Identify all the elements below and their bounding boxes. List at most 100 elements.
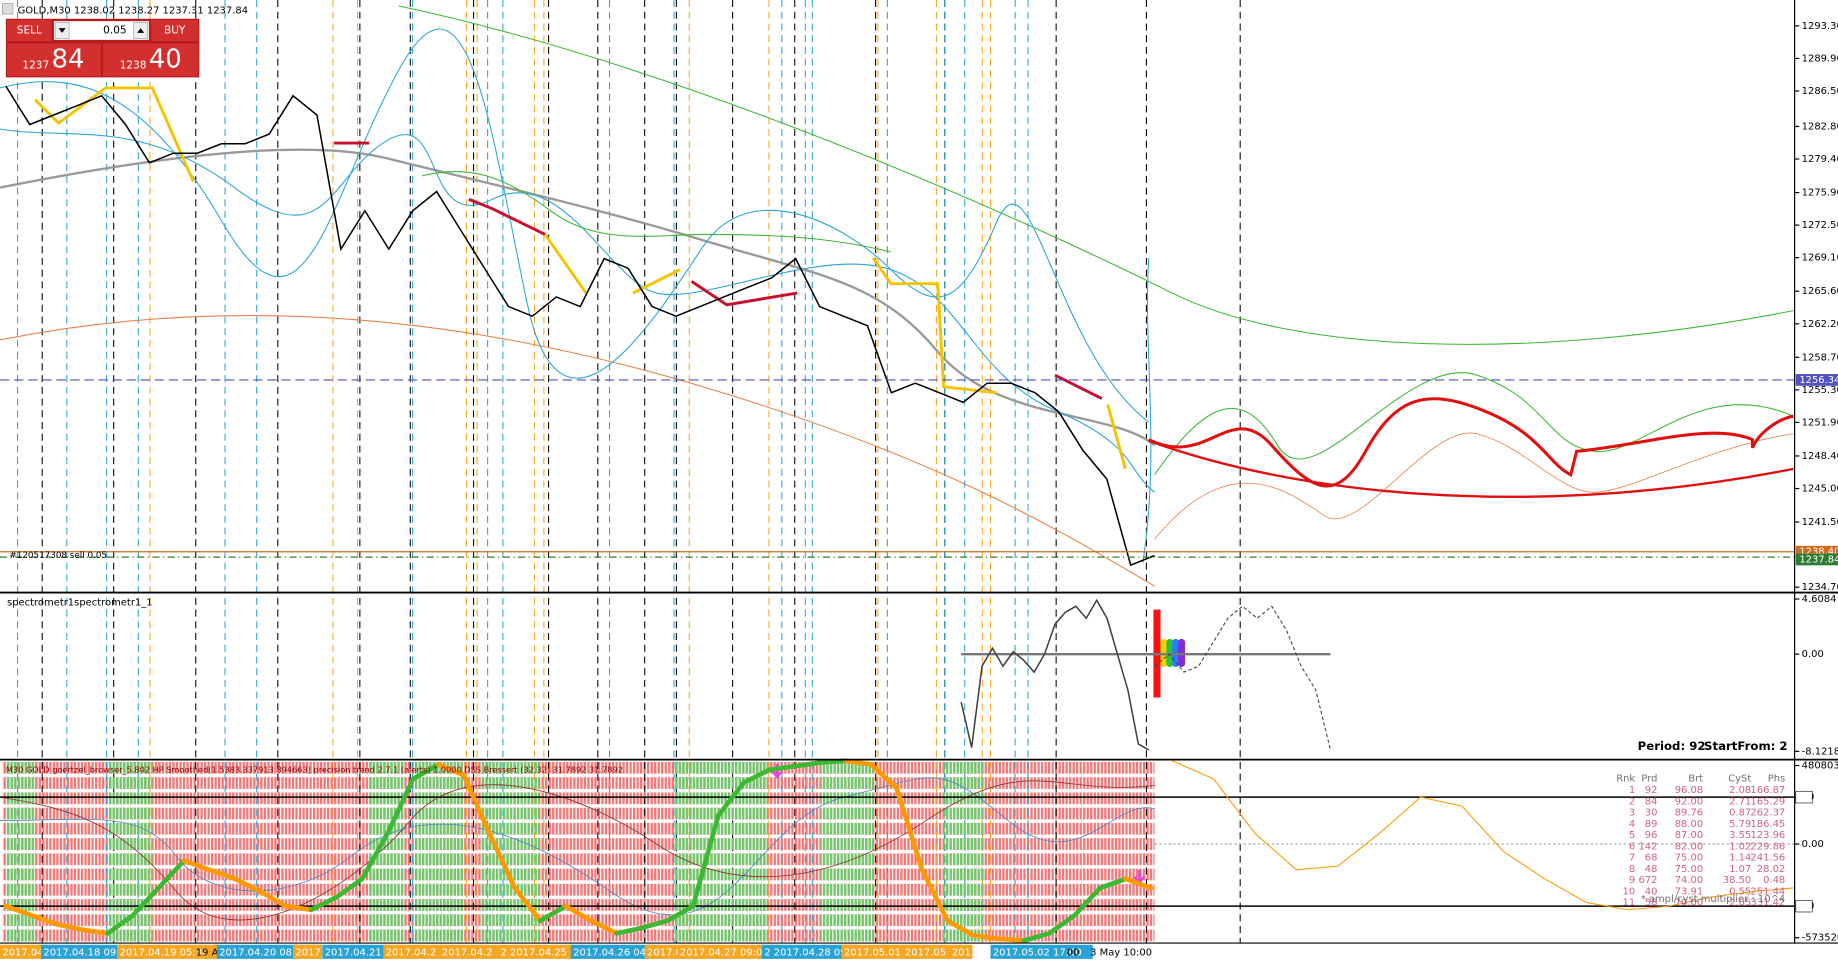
y-tick-label: 1245.00 [1802, 484, 1838, 495]
indicator-curve [1142, 257, 1152, 563]
dss-segment [843, 758, 874, 767]
dss-segment [1123, 876, 1154, 891]
cycle-blob [1178, 638, 1186, 667]
dss-segment [334, 876, 365, 900]
table-cell: 84 [1645, 796, 1658, 807]
x-label-bg [383, 944, 443, 959]
x-label-bg [990, 944, 1093, 959]
dss-segment [461, 772, 492, 836]
dss-segment [919, 867, 950, 924]
y-tick-label: 0.00 [1802, 649, 1824, 660]
table-cell: 0.87 [1729, 808, 1751, 819]
table-cell: 1.02 [1729, 841, 1751, 852]
dss-segment [436, 762, 467, 778]
table-cell: 87.00 [1675, 830, 1704, 841]
table-cell: 6 [1629, 841, 1635, 852]
table-cell: 166.87 [1750, 785, 1785, 796]
indicator-curve [0, 128, 1155, 493]
x-tick-label: 2 2017.04.25 11: [501, 947, 587, 958]
table-cell: 73.91 [1675, 886, 1704, 897]
dss-segment [716, 780, 747, 818]
table-cell: 123.96 [1750, 830, 1785, 841]
dss-segment [970, 932, 1001, 942]
table-header: Prd [1641, 773, 1657, 784]
table-header: Rnk [1616, 773, 1635, 784]
table-cell: 75.00 [1675, 853, 1704, 864]
dss-segment [308, 894, 340, 913]
y-tick-label: 1248.40 [1802, 451, 1838, 462]
dss-segment [817, 758, 849, 765]
x-tick-label: 2017.05.02 17:00 [993, 947, 1082, 958]
buy-button[interactable] [151, 19, 199, 42]
y-tick-label: 4.6084 [1802, 594, 1837, 605]
table-cell: 92.00 [1675, 796, 1704, 807]
buy-price-box[interactable] [103, 43, 199, 77]
dss-segment [537, 903, 569, 924]
table-header: CySt [1728, 773, 1751, 784]
table-cell: 229.86 [1750, 841, 1785, 852]
y-tick-label: 1265.60 [1802, 286, 1838, 297]
lot-field[interactable] [53, 21, 149, 40]
buy-label: BUY [164, 24, 186, 36]
dss-segment [385, 776, 416, 836]
cycle-blob [1166, 638, 1174, 667]
dss-segment [1072, 885, 1103, 918]
annotation: StartFrom: 2 [1704, 739, 1788, 753]
dss-segment [487, 831, 518, 891]
table-cell: 8 [1629, 864, 1635, 875]
x-tick-label: 19 A [196, 947, 219, 958]
dss-segment [868, 762, 899, 791]
x-tick-label: 2017.04.26 04: [573, 947, 649, 958]
indicator-curve [334, 141, 1103, 400]
indicator-curve [0, 780, 1155, 921]
table-cell: 1.14 [1729, 853, 1751, 864]
sell-button[interactable] [7, 19, 52, 42]
level-box [1795, 899, 1813, 913]
table-cell: 7 [1629, 853, 1635, 864]
indicator-curve [1154, 372, 1794, 476]
x-tick-label: 2017.04.27 09:00 [680, 947, 769, 958]
sell-label: SELL [17, 24, 42, 36]
sell-price-box[interactable] [7, 43, 101, 77]
dss-segment [792, 760, 823, 769]
x-tick-label: 00 [1067, 947, 1080, 958]
price-level-label: 1256.34 [1799, 375, 1838, 386]
x-label-bg [841, 944, 920, 959]
indicator-curve [0, 777, 1155, 916]
histogram-block [820, 761, 874, 943]
dss-segment [588, 918, 619, 936]
dss-segment [894, 785, 925, 873]
table-cell: 30 [1645, 808, 1658, 819]
dss-segment [130, 885, 161, 918]
dss-segment [28, 912, 60, 927]
x-tick-label: 2017.04.20 08:00 [219, 947, 308, 958]
indicator-title: M30 GOLD goertzel_browser_5.802 HP Smoot… [6, 765, 623, 775]
x-tick-label: 2017.05.01 0 [844, 947, 910, 958]
x-label-bg [322, 944, 388, 959]
table-footer: * ampl/cyst multiplier : 10^4 [1641, 894, 1786, 905]
dss-segment [741, 767, 772, 785]
chart-title: GOLD,M30 1238.02 1238.27 1237.31 1237.84 [18, 6, 248, 17]
table-cell: 331.42 [1750, 898, 1785, 909]
symbol-icon [2, 3, 14, 15]
dss-segment [512, 885, 543, 924]
cycle-blob [1160, 638, 1168, 667]
x-tick-label: 2017 [295, 947, 320, 958]
table-cell: 9 [1629, 875, 1635, 886]
table-cell: 28.02 [1757, 864, 1785, 875]
y-tick-label: 1286.50 [1802, 86, 1838, 97]
bid-prefix: 1237 [22, 60, 49, 72]
table-cell: 186.45 [1750, 819, 1785, 830]
dss-segment [639, 918, 670, 931]
dss-segment [54, 921, 85, 933]
table-cell: 48 [1645, 864, 1658, 875]
x-label-bg [439, 944, 500, 959]
level-box [1795, 790, 1813, 804]
table-cell: 70.00 [1675, 898, 1704, 909]
indicator-curve [398, 5, 1794, 345]
histogram-block [674, 761, 768, 943]
order-label: #120517308 sell 0.05 [9, 551, 107, 561]
table-cell: 75.00 [1675, 864, 1704, 875]
dss-segment [232, 876, 263, 894]
table-cell: 96.08 [1675, 785, 1704, 796]
